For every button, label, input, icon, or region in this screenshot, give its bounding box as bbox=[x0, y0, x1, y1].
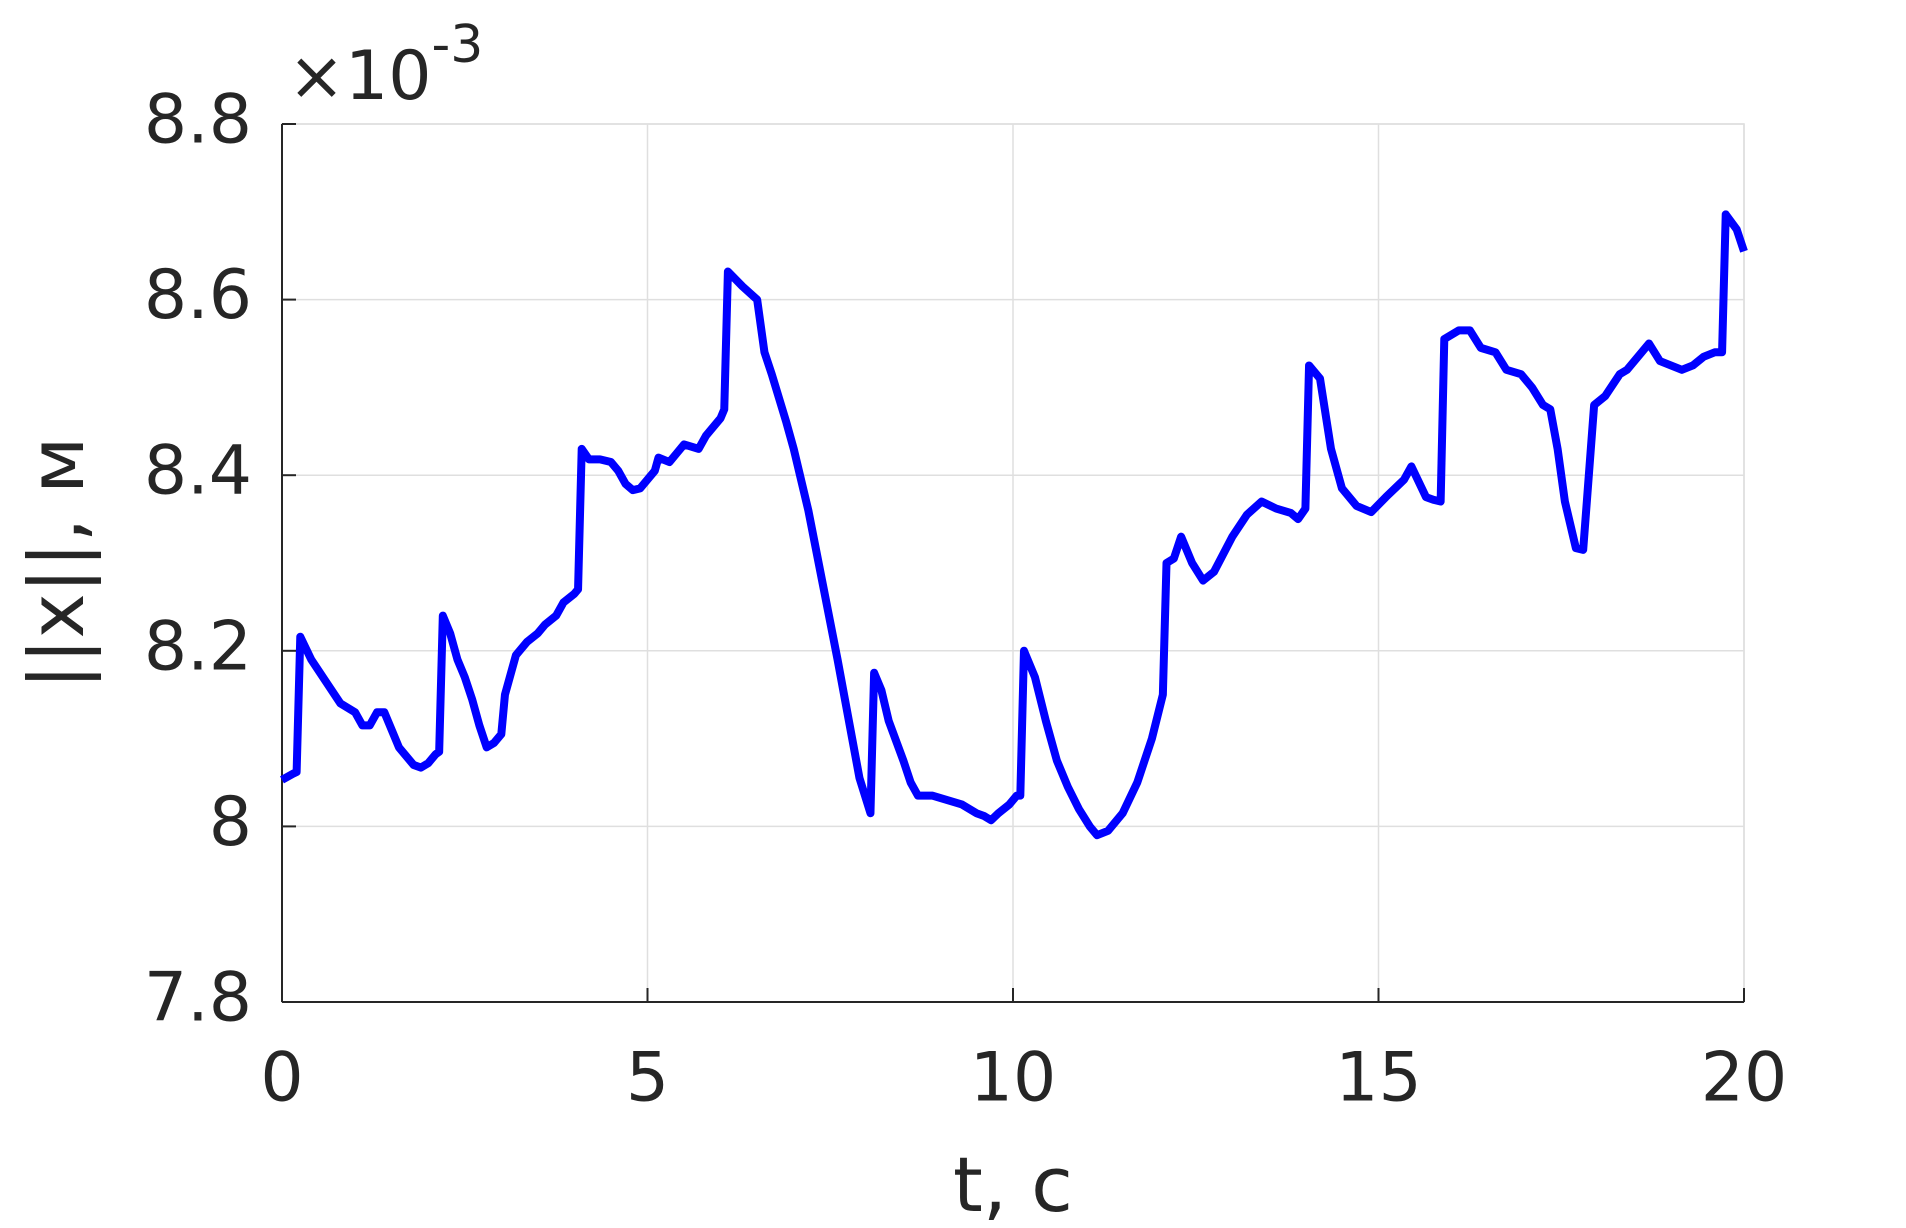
y-tick-label: 8.4 bbox=[144, 432, 252, 511]
multiplier-base: ×10 bbox=[288, 37, 432, 116]
x-tick-label: 20 bbox=[1701, 1039, 1788, 1118]
x-tick-label: 5 bbox=[626, 1039, 669, 1118]
y-axis-label: ||x||, м bbox=[12, 436, 102, 689]
x-tick-label: 15 bbox=[1335, 1039, 1422, 1118]
y-tick-label: 7.8 bbox=[144, 959, 252, 1038]
x-tick-label: 10 bbox=[970, 1039, 1057, 1118]
multiplier-exponent: -3 bbox=[432, 15, 484, 75]
y-tick-label: 8.8 bbox=[144, 81, 252, 160]
y-tick-label: 8 bbox=[209, 783, 252, 862]
axis-multiplier: ×10-3 bbox=[288, 15, 483, 116]
data-line bbox=[280, 210, 1748, 840]
x-tick-label: 0 bbox=[260, 1039, 303, 1118]
y-tick-label: 8.2 bbox=[144, 607, 252, 686]
y-tick-label: 8.6 bbox=[144, 256, 252, 335]
x-axis-label: t, c bbox=[953, 1140, 1073, 1228]
